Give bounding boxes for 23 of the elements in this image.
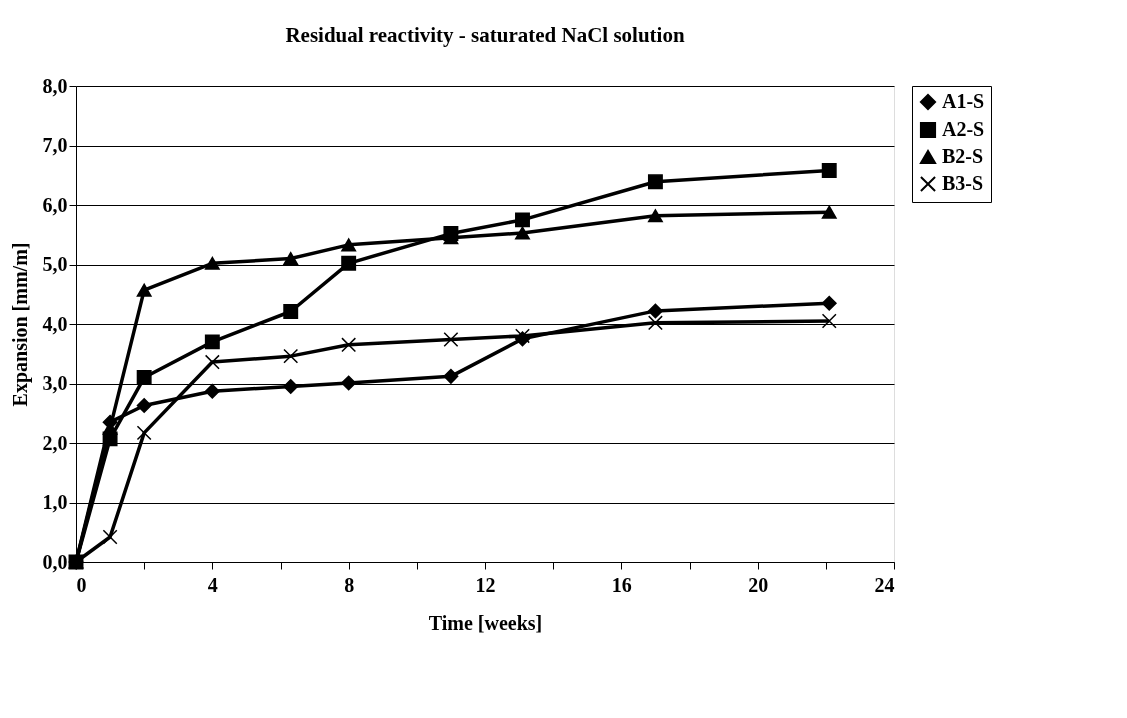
x-tick-label: 12 <box>475 573 496 596</box>
y-tick-label: 2,0 <box>42 431 68 454</box>
legend-label: A1-S <box>942 90 985 112</box>
x-tick-label: 16 <box>611 573 632 596</box>
x-axis-title: Time [weeks] <box>428 611 543 634</box>
x-tick-label: 0 <box>76 573 87 596</box>
legend-label: B2-S <box>942 145 984 167</box>
y-tick-label: 4,0 <box>42 312 68 335</box>
legend-label: B3-S <box>942 172 984 194</box>
y-tick-label: 0,0 <box>42 550 68 573</box>
y-tick-label: 7,0 <box>42 134 68 156</box>
y-tick-label: 5,0 <box>42 253 68 275</box>
x-tick-label: 8 <box>344 573 355 596</box>
y-tick-label: 8,0 <box>42 74 68 97</box>
y-tick-label: 3,0 <box>42 372 68 394</box>
x-tick-label: 24 <box>874 573 895 596</box>
legend-label: A2-S <box>942 118 985 140</box>
x-tick-label: 4 <box>207 573 218 596</box>
x-tick-label: 20 <box>748 573 769 596</box>
y-axis-title: Expansion [mm/m] <box>8 242 32 407</box>
y-tick-label: 6,0 <box>42 193 68 216</box>
chart-title: Residual reactivity - saturated NaCl solution <box>285 23 685 47</box>
y-tick-label: 1,0 <box>42 491 68 513</box>
